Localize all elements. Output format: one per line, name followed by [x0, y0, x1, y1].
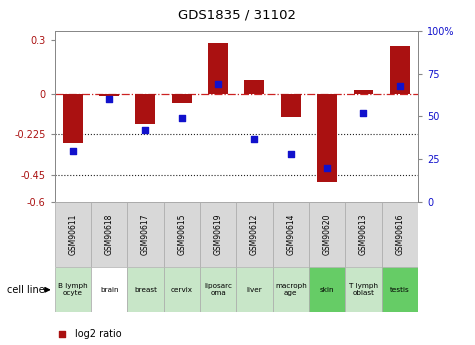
Text: macroph
age: macroph age: [275, 283, 307, 296]
Point: [178, 115, 186, 121]
Point: [142, 127, 149, 133]
Text: GSM90619: GSM90619: [214, 214, 223, 255]
Point: [360, 110, 367, 116]
Text: GSM90617: GSM90617: [141, 214, 150, 255]
Point: [287, 151, 294, 157]
Bar: [309, 202, 345, 267]
Bar: [381, 267, 418, 312]
Text: GSM90618: GSM90618: [104, 214, 114, 255]
Bar: [127, 267, 163, 312]
Bar: [99, 94, 119, 96]
Text: testis: testis: [390, 287, 410, 293]
Bar: [172, 94, 192, 103]
Text: GSM90611: GSM90611: [68, 214, 77, 255]
Bar: [135, 94, 155, 124]
Point: [396, 83, 404, 88]
Text: GSM90620: GSM90620: [323, 214, 332, 255]
Bar: [163, 202, 200, 267]
Bar: [381, 202, 418, 267]
Bar: [200, 202, 237, 267]
Bar: [63, 94, 83, 144]
Text: liposarc
oma: liposarc oma: [204, 283, 232, 296]
Bar: [245, 80, 265, 94]
Bar: [163, 267, 200, 312]
Point: [214, 81, 222, 87]
Text: skin: skin: [320, 287, 334, 293]
Bar: [273, 202, 309, 267]
Bar: [353, 90, 373, 94]
Point: [323, 165, 331, 170]
Bar: [91, 202, 127, 267]
Bar: [91, 267, 127, 312]
Text: B lymph
ocyte: B lymph ocyte: [58, 283, 87, 296]
Bar: [390, 46, 410, 94]
Text: cell line: cell line: [7, 285, 45, 295]
Bar: [281, 94, 301, 117]
Bar: [237, 267, 273, 312]
Point: [105, 97, 113, 102]
Point: [299, 239, 306, 244]
Text: liver: liver: [247, 287, 262, 293]
Bar: [55, 202, 91, 267]
Bar: [317, 94, 337, 182]
Text: brain: brain: [100, 287, 118, 293]
Text: T lymph
oblast: T lymph oblast: [349, 283, 378, 296]
Text: GSM90612: GSM90612: [250, 214, 259, 255]
Point: [251, 136, 258, 141]
Text: GSM90615: GSM90615: [177, 214, 186, 255]
Text: GDS1835 / 31102: GDS1835 / 31102: [179, 9, 296, 22]
Text: GSM90616: GSM90616: [395, 214, 404, 255]
Bar: [345, 267, 381, 312]
Text: breast: breast: [134, 287, 157, 293]
Bar: [200, 267, 237, 312]
Point: [69, 148, 76, 154]
Text: cervix: cervix: [171, 287, 193, 293]
Bar: [309, 267, 345, 312]
Bar: [55, 267, 91, 312]
Point: [299, 3, 306, 9]
Text: log2 ratio: log2 ratio: [75, 329, 121, 338]
Bar: [127, 202, 163, 267]
Text: GSM90614: GSM90614: [286, 214, 295, 255]
Bar: [273, 267, 309, 312]
Bar: [237, 202, 273, 267]
Bar: [208, 43, 228, 94]
Text: GSM90613: GSM90613: [359, 214, 368, 255]
Bar: [345, 202, 381, 267]
